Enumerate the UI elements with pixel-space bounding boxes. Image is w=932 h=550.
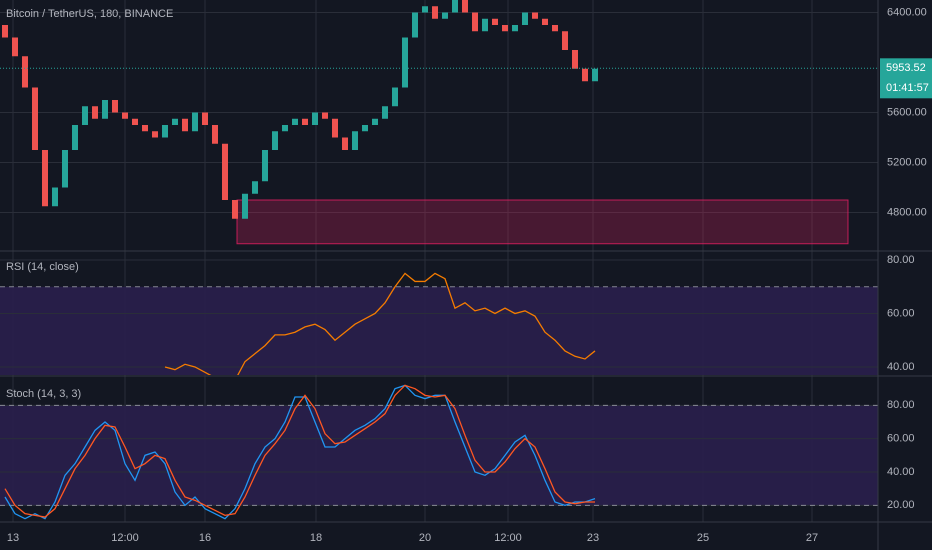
stoch-title: Stoch (14, 3, 3)	[6, 388, 81, 400]
y-tick-label: 40.00	[887, 361, 915, 373]
y-tick-label: 20.00	[887, 499, 915, 511]
x-tick-label: 16	[199, 532, 211, 544]
candle-body	[202, 112, 208, 125]
y-tick-label: 5200.00	[887, 156, 927, 168]
candle-body	[282, 125, 288, 132]
candle-body	[42, 150, 48, 207]
candle-body	[252, 181, 258, 194]
candle-body	[332, 118, 338, 138]
candle-body	[552, 25, 558, 32]
candle-body	[272, 131, 278, 150]
candle-body	[22, 56, 28, 88]
y-tick-label: 4800.00	[887, 206, 927, 218]
candle-body	[512, 25, 518, 32]
y-tick-label: 80.00	[887, 254, 915, 266]
candle-body	[522, 12, 528, 25]
candle-body	[132, 118, 138, 125]
last-price-label: 5953.52	[886, 62, 926, 74]
candle-body	[362, 125, 368, 132]
candle-body	[492, 18, 498, 25]
candle-body	[222, 143, 228, 200]
candle-body	[342, 137, 348, 150]
rsi-title: RSI (14, close)	[6, 261, 79, 273]
candle-body	[92, 106, 98, 119]
candle-body	[32, 87, 38, 150]
candle-body	[432, 6, 438, 19]
series-line	[4, 384, 596, 520]
candle-body	[172, 118, 178, 125]
candle-body	[212, 125, 218, 144]
last-price-box	[880, 58, 932, 99]
candle-body	[452, 0, 458, 13]
candle-body	[62, 150, 68, 188]
candle-body	[562, 31, 568, 50]
candle-body	[402, 37, 408, 88]
y-tick-label: 6400.00	[887, 6, 927, 18]
candle-body	[302, 118, 308, 125]
candle-body	[472, 12, 478, 32]
y-tick-label: 40.00	[887, 466, 915, 478]
band	[0, 286, 878, 375]
candle-body	[532, 12, 538, 19]
x-tick-label: 25	[697, 532, 709, 544]
x-tick-label: 13	[7, 532, 19, 544]
candle-body	[232, 200, 238, 219]
candle-body	[2, 25, 8, 38]
band	[0, 405, 878, 506]
candle-body	[482, 18, 488, 32]
candle-body	[312, 112, 318, 125]
candle-body	[392, 87, 398, 107]
x-tick-label: 23	[587, 532, 599, 544]
series-line	[4, 384, 595, 518]
x-tick-label: 20	[419, 532, 431, 544]
candle-body	[122, 112, 128, 119]
candle-body	[82, 106, 88, 125]
candle-body	[242, 193, 248, 219]
candle-body	[162, 125, 168, 138]
candle-body	[582, 68, 588, 82]
candle-body	[412, 12, 418, 38]
candle-body	[382, 106, 388, 119]
candle-body	[12, 37, 18, 57]
candle-body	[372, 118, 378, 125]
candle-body	[72, 125, 78, 150]
candle-body	[462, 0, 468, 13]
candle-body	[182, 118, 188, 132]
zone	[236, 199, 849, 245]
y-tick-label: 60.00	[887, 307, 915, 319]
candle-body	[422, 6, 428, 13]
countdown: 01:41:57	[886, 82, 929, 94]
y-tick-label: 5600.00	[887, 106, 927, 118]
series-line	[164, 272, 596, 375]
candle-body	[52, 187, 58, 207]
candle-body	[352, 131, 358, 150]
x-tick-label: 27	[806, 532, 818, 544]
y-tick-label: 60.00	[887, 433, 915, 445]
candle-body	[192, 112, 198, 132]
candle-body	[292, 118, 298, 125]
candle-body	[542, 18, 548, 25]
candle-body	[262, 150, 268, 182]
candle-body	[152, 131, 158, 138]
candle-body	[572, 50, 578, 69]
x-tick-label: 12:00	[494, 532, 522, 544]
x-tick-label: 12:00	[111, 532, 139, 544]
candle-body	[502, 25, 508, 32]
grid	[0, 0, 878, 522]
candle-body	[592, 68, 598, 82]
candle-body	[112, 100, 118, 113]
x-tick-label: 18	[310, 532, 322, 544]
marks	[0, 0, 878, 520]
y-tick-label: 80.00	[887, 399, 915, 411]
candle-body	[322, 112, 328, 119]
chart-title: Bitcoin / TetherUS, 180, BINANCE	[6, 8, 173, 20]
candle-body	[142, 125, 148, 132]
candle-body	[442, 12, 448, 19]
candle-body	[102, 100, 108, 119]
